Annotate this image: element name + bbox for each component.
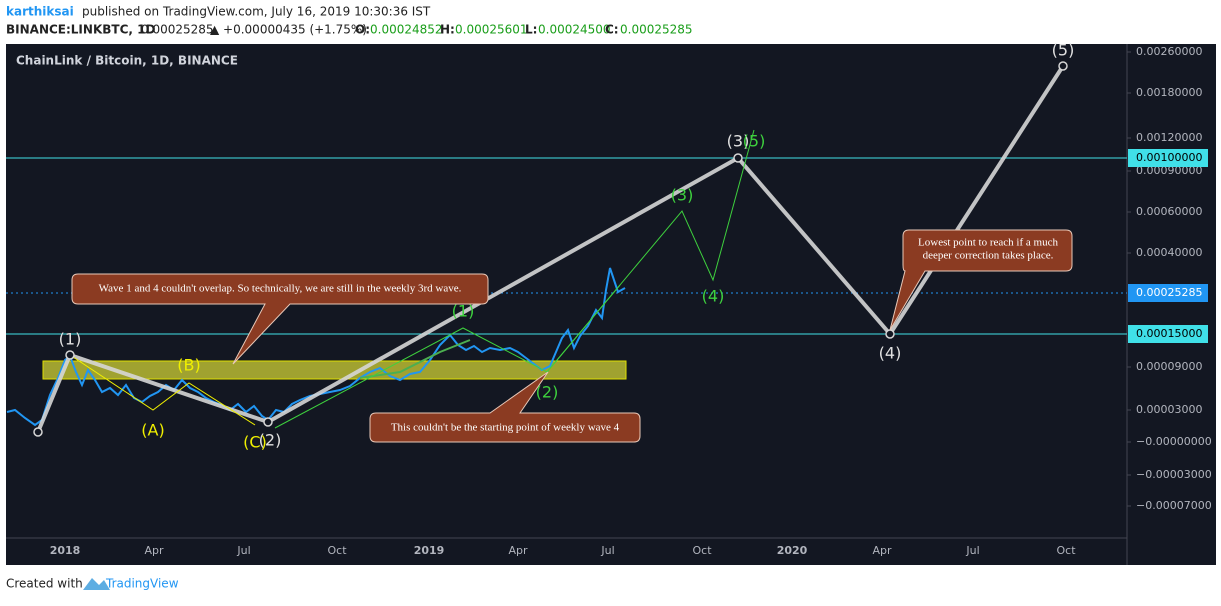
wave-label: (C) — [243, 433, 267, 452]
price-series — [6, 267, 626, 427]
price-tag-label: 0.00100000 — [1136, 151, 1202, 164]
wave-label: (5) — [743, 132, 766, 151]
wave-label: (3) — [727, 132, 750, 151]
pivot — [65, 350, 75, 360]
wave-label: (2) — [536, 383, 559, 402]
l-val: 0.00024500 — [538, 23, 611, 37]
x-tick-label: Apr — [144, 544, 164, 557]
note: Wave 1 and 4 couldn't overlap. So techni… — [99, 283, 462, 295]
callout — [71, 273, 489, 365]
green-segment — [359, 339, 471, 379]
callout — [889, 229, 1073, 331]
y-tick-label: 0.00060000 — [1136, 205, 1202, 218]
o-val: 0.00024852 — [370, 23, 443, 37]
price-tag — [1128, 284, 1208, 302]
wave-label: (2) — [259, 431, 282, 450]
price: 0.00025285 — [141, 23, 214, 37]
x-tick-label: Jul — [600, 544, 614, 557]
footer-text: Created with — [6, 577, 83, 591]
wave-label: (4) — [879, 344, 902, 363]
footer-brand[interactable]: TradingView — [105, 577, 179, 591]
price-tag — [1128, 149, 1208, 167]
y-tick-label: 0.00090000 — [1136, 164, 1202, 177]
pivot — [733, 153, 743, 163]
c-key: C: — [605, 23, 619, 37]
user: karthiksai — [6, 5, 74, 19]
chart-title: ChainLink / Bitcoin, 1D, BINANCE — [16, 54, 238, 68]
published: published on TradingView.com, July 16, 2… — [82, 5, 431, 19]
y-tick-label: 0.00003000 — [1136, 403, 1202, 416]
x-tick-label: 2019 — [414, 544, 445, 557]
note: This couldn't be the starting point of w… — [391, 422, 620, 434]
pivot — [33, 427, 43, 437]
note: deeper correction takes place. — [923, 250, 1054, 262]
y-tick-label: 0.00040000 — [1136, 246, 1202, 259]
wave-label: (4) — [702, 287, 725, 306]
x-tick-label: Apr — [872, 544, 892, 557]
y-tick-label: −0.00003000 — [1136, 468, 1212, 481]
y-tick-label: 0.00180000 — [1136, 86, 1202, 99]
callout — [369, 371, 641, 443]
x-tick-label: 2018 — [50, 544, 81, 557]
minor-waves — [546, 284, 621, 373]
o-key: O: — [355, 23, 370, 37]
wave-label: (3) — [671, 186, 694, 205]
wave-label: (A) — [141, 421, 164, 440]
primary-waves — [36, 64, 1065, 433]
x-tick-label: Jul — [236, 544, 250, 557]
pivot — [885, 329, 895, 339]
wave-label: (5) — [1052, 41, 1075, 60]
zone — [42, 360, 627, 380]
h-val: 0.00025601 — [455, 23, 528, 37]
note: Lowest point to reach if a much — [918, 237, 1058, 249]
x-tick-label: 2020 — [777, 544, 808, 557]
price-tag-label: 0.00015000 — [1136, 327, 1202, 340]
pivot — [263, 417, 273, 427]
x-tick-label: Oct — [327, 544, 347, 557]
change: ▲ +0.00000435 (+1.75%) — [210, 23, 367, 37]
wave-label: (B) — [177, 356, 200, 375]
y-tick-label: −0.00007000 — [1136, 499, 1212, 512]
y-tick-label: 0.00260000 — [1136, 45, 1202, 58]
price-tag-label: 0.00025285 — [1136, 286, 1202, 299]
ohlc: O: 0.00024852 H: 0.00025601 L: 0.0002450… — [355, 23, 693, 37]
x-tick-label: Jul — [965, 544, 979, 557]
pivot — [1058, 61, 1068, 71]
x-tick-label: Oct — [692, 544, 712, 557]
y-tick-label: −0.00000000 — [1136, 435, 1212, 448]
y-tick-label: 0.00009000 — [1136, 360, 1202, 373]
x-tick-label: Oct — [1056, 544, 1076, 557]
wave-label: (1) — [452, 302, 475, 321]
wave-label: (1) — [59, 330, 82, 349]
c-val: 0.00025285 — [620, 23, 693, 37]
h-key: H: — [440, 23, 455, 37]
correction-waves — [69, 354, 256, 426]
symbol: BINANCE:LINKBTC, 1D — [6, 23, 155, 37]
x-tick-label: Apr — [508, 544, 528, 557]
price-tag — [1128, 325, 1208, 343]
l-key: L: — [525, 23, 537, 37]
logo — [83, 578, 110, 590]
y-tick-label: 0.00120000 — [1136, 131, 1202, 144]
